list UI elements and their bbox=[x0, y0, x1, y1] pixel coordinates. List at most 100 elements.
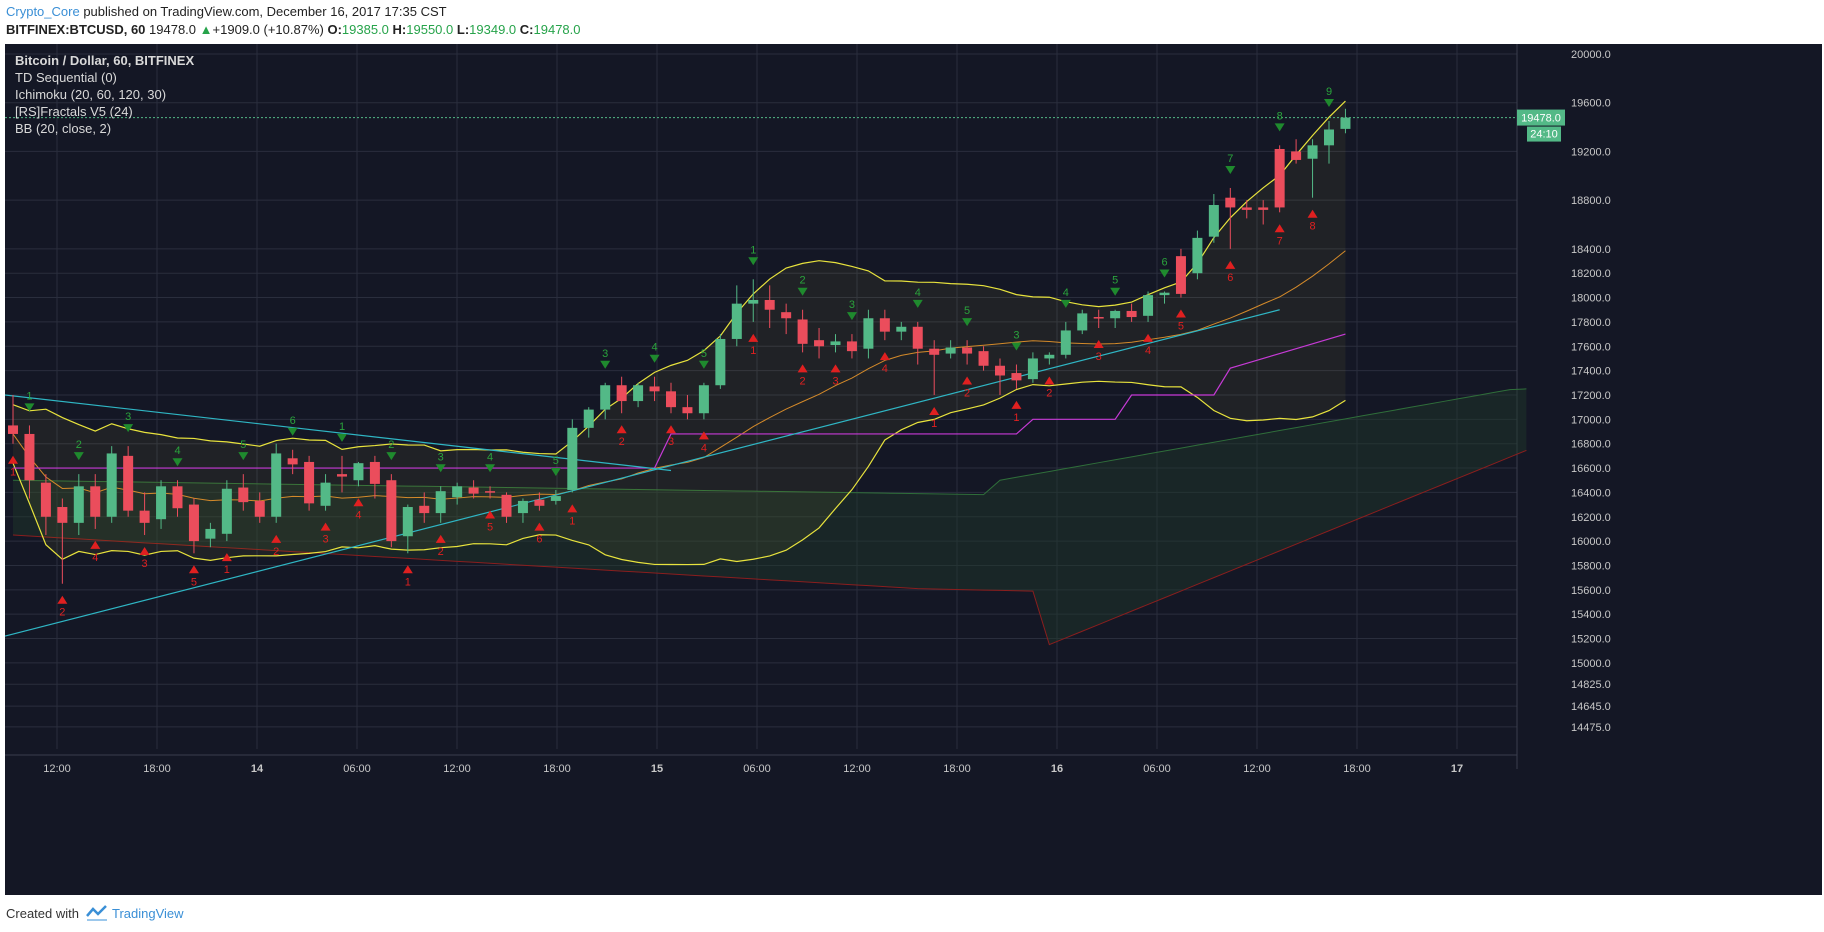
indicator-td-sequential[interactable]: TD Sequential (0) bbox=[15, 70, 117, 85]
candle-body bbox=[1291, 151, 1302, 160]
high-value: 19550.0 bbox=[406, 22, 454, 37]
ichimoku-cloud bbox=[13, 388, 1527, 645]
td-sell-setup-icon bbox=[238, 452, 249, 461]
td-buy-setup-icon bbox=[616, 425, 627, 434]
candle-body bbox=[912, 326, 923, 349]
candle-body bbox=[320, 482, 331, 506]
candle-body bbox=[402, 507, 413, 537]
y-tick-label: 16400.0 bbox=[1571, 487, 1611, 499]
td-count-label: 6 bbox=[1227, 272, 1233, 284]
tradingview-logo-icon[interactable] bbox=[86, 904, 108, 922]
candle-body bbox=[1143, 295, 1154, 316]
x-tick-label: 15 bbox=[651, 763, 663, 775]
td-buy-setup-icon bbox=[353, 498, 364, 507]
last-price: 19478.0 bbox=[149, 22, 197, 37]
low-label: L: bbox=[456, 22, 470, 37]
candle-body bbox=[1027, 358, 1038, 380]
td-buy-setup-icon bbox=[57, 595, 68, 604]
td-sell-setup-icon bbox=[1225, 165, 1236, 174]
td-sell-setup-icon bbox=[1324, 98, 1334, 107]
y-tick-label: 18800.0 bbox=[1571, 195, 1611, 207]
author-link[interactable]: Crypto_Core bbox=[6, 4, 80, 19]
x-tick-label: 12:00 bbox=[43, 763, 71, 775]
td-buy-setup-icon bbox=[90, 540, 101, 549]
candle-body bbox=[139, 510, 150, 523]
candle-body bbox=[1225, 197, 1236, 208]
x-tick-label: 14 bbox=[251, 763, 264, 775]
td-buy-setup-icon bbox=[1225, 260, 1236, 269]
candle-body bbox=[1110, 310, 1121, 319]
y-tick-label: 14645.0 bbox=[1571, 701, 1611, 713]
y-tick-label: 18400.0 bbox=[1571, 244, 1611, 256]
candle-body bbox=[369, 461, 380, 484]
candle-body bbox=[386, 480, 397, 542]
td-count-label: 4 bbox=[915, 287, 921, 299]
y-tick-label: 14475.0 bbox=[1571, 722, 1611, 734]
td-sell-setup-icon bbox=[24, 403, 35, 412]
td-count-label: 4 bbox=[355, 509, 361, 521]
x-tick-label: 18:00 bbox=[943, 763, 971, 775]
candle-body bbox=[40, 482, 51, 517]
chart-panel[interactable]: 20000.0 19600.0 19200.0 18800.0 18400.0 18200… bbox=[5, 44, 1822, 895]
td-buy-setup-icon bbox=[1044, 376, 1055, 385]
candle-body bbox=[1093, 317, 1104, 319]
td-count-label: 1 bbox=[339, 421, 345, 433]
td-count-label: 4 bbox=[487, 451, 493, 463]
y-tick-label: 15600.0 bbox=[1571, 585, 1611, 597]
price-chart[interactable]: 20000.0 19600.0 19200.0 18800.0 18400.0 18200… bbox=[5, 44, 1822, 895]
candle-body bbox=[1208, 205, 1219, 237]
indicator-ichimoku[interactable]: Ichimoku (20, 60, 120, 30) bbox=[15, 87, 167, 102]
candle-body bbox=[814, 340, 825, 347]
td-count-label: 8 bbox=[1309, 221, 1315, 233]
td-buy-setup-icon bbox=[567, 504, 578, 513]
candle-body bbox=[1175, 256, 1186, 294]
td-count-label: 6 bbox=[536, 534, 542, 546]
x-tick-label: 06:00 bbox=[1143, 763, 1171, 775]
td-count-label: 9 bbox=[1326, 86, 1332, 98]
indicator-bollinger[interactable]: BB (20, close, 2) bbox=[15, 121, 112, 136]
candle-body bbox=[57, 507, 68, 523]
candle-body bbox=[748, 299, 759, 304]
td-sell-setup-icon bbox=[698, 360, 709, 369]
candle-body bbox=[945, 347, 956, 354]
td-count-label: 2 bbox=[76, 439, 82, 451]
y-tick-label: 15200.0 bbox=[1571, 634, 1611, 646]
candle-body bbox=[1077, 313, 1088, 331]
x-tick-label: 18:00 bbox=[143, 763, 171, 775]
candle-body bbox=[896, 326, 907, 332]
candle-body bbox=[337, 474, 347, 477]
countdown-badge-label: 24:10 bbox=[1530, 129, 1558, 141]
candle-body bbox=[435, 491, 446, 514]
td-buy-setup-icon bbox=[8, 455, 18, 464]
candle-body bbox=[73, 486, 84, 523]
candle-body bbox=[501, 494, 512, 517]
candle-body bbox=[698, 385, 709, 414]
tradingview-link[interactable]: TradingView bbox=[112, 906, 184, 921]
td-sell-setup-icon bbox=[386, 452, 397, 461]
y-tick-label: 17600.0 bbox=[1571, 341, 1611, 353]
x-tick-label: 17 bbox=[1451, 763, 1463, 775]
td-count-label: 5 bbox=[240, 439, 246, 451]
td-sell-setup-icon bbox=[485, 464, 496, 473]
candle-body bbox=[1241, 207, 1252, 210]
td-count-label: 5 bbox=[1112, 275, 1118, 287]
candle-body bbox=[567, 427, 578, 490]
chart-legend: Bitcoin / Dollar, 60, BITFINEX TD Sequen… bbox=[15, 52, 194, 137]
candle-body bbox=[978, 351, 989, 366]
td-buy-setup-icon bbox=[271, 534, 282, 543]
td-count-label: 1 bbox=[931, 418, 937, 430]
td-sell-setup-icon bbox=[1011, 342, 1022, 351]
candle-body bbox=[8, 425, 18, 434]
candle-body bbox=[156, 486, 167, 520]
countdown-badge bbox=[1527, 126, 1561, 142]
td-count-label: 2 bbox=[273, 546, 279, 558]
candle-body bbox=[485, 491, 496, 493]
candle-body bbox=[1307, 145, 1318, 159]
symbol-label: BITFINEX:BTCUSD, 60 bbox=[6, 22, 146, 37]
td-buy-setup-icon bbox=[221, 553, 232, 562]
indicator-fractals[interactable]: [RS]Fractals V5 (24) bbox=[15, 104, 133, 119]
td-sell-setup-icon bbox=[797, 287, 808, 296]
bollinger-lower bbox=[12, 380, 1346, 566]
td-count-label: 4 bbox=[92, 552, 98, 564]
y-tick-label: 16000.0 bbox=[1571, 536, 1611, 548]
